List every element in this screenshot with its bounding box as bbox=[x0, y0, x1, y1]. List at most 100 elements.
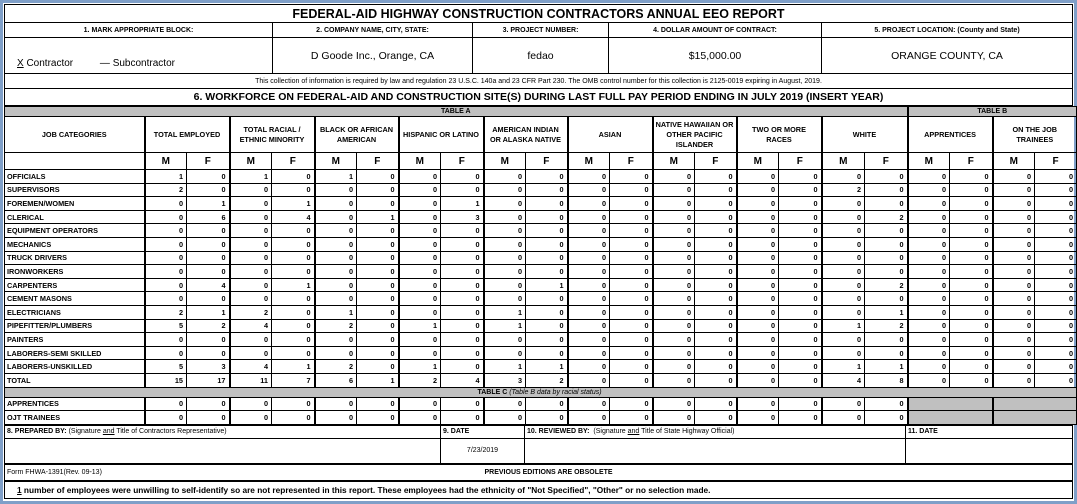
count-cell[interactable]: 0 bbox=[1034, 236, 1077, 252]
count-cell[interactable]: 0 bbox=[906, 318, 951, 334]
location-value[interactable]: ORANGE COUNTY, CA bbox=[821, 37, 1073, 74]
count-cell[interactable]: 0 bbox=[143, 264, 187, 279]
count-cell[interactable]: 0 bbox=[820, 236, 865, 252]
count-cell[interactable]: 15 bbox=[143, 372, 187, 388]
count-cell[interactable]: 0 bbox=[525, 250, 568, 266]
count-cell[interactable]: 0 bbox=[694, 396, 737, 412]
count-cell[interactable]: 0 bbox=[906, 359, 951, 374]
count-cell[interactable]: 0 bbox=[906, 372, 951, 388]
count-cell[interactable]: 0 bbox=[991, 209, 1036, 225]
count-cell[interactable]: 0 bbox=[1034, 304, 1077, 320]
count-cell[interactable]: 0 bbox=[186, 410, 230, 425]
count-cell[interactable]: 1 bbox=[525, 277, 568, 293]
count-cell[interactable]: 11 bbox=[228, 372, 272, 388]
count-cell[interactable]: 0 bbox=[609, 332, 653, 347]
count-cell[interactable]: 0 bbox=[735, 223, 779, 238]
count-cell[interactable]: 0 bbox=[820, 332, 865, 347]
count-cell[interactable]: 0 bbox=[949, 182, 994, 198]
count-cell[interactable]: 0 bbox=[271, 345, 315, 361]
count-cell[interactable]: 0 bbox=[609, 236, 653, 252]
count-cell[interactable]: 0 bbox=[1034, 332, 1077, 347]
count-cell[interactable]: 0 bbox=[397, 332, 441, 347]
count-cell[interactable]: 0 bbox=[863, 182, 909, 198]
count-cell[interactable]: 0 bbox=[949, 345, 994, 361]
count-cell[interactable]: 0 bbox=[735, 277, 779, 293]
count-cell[interactable]: 2 bbox=[186, 318, 230, 334]
count-cell[interactable]: 0 bbox=[651, 264, 695, 279]
count-cell[interactable]: 0 bbox=[271, 182, 315, 198]
count-cell[interactable]: 0 bbox=[271, 304, 315, 320]
count-cell[interactable]: 0 bbox=[991, 250, 1036, 266]
count-cell[interactable]: 2 bbox=[863, 277, 909, 293]
count-cell[interactable]: 0 bbox=[651, 332, 695, 347]
count-cell[interactable]: 0 bbox=[863, 169, 909, 184]
count-cell[interactable]: 0 bbox=[482, 196, 526, 211]
count-cell[interactable]: 0 bbox=[1034, 291, 1077, 306]
count-cell[interactable]: 0 bbox=[143, 345, 187, 361]
count-cell[interactable]: 1 bbox=[271, 277, 315, 293]
count-cell[interactable]: 0 bbox=[228, 223, 272, 238]
count-cell[interactable]: 0 bbox=[566, 223, 610, 238]
count-cell[interactable]: 0 bbox=[440, 250, 484, 266]
count-cell[interactable]: 0 bbox=[271, 169, 315, 184]
count-cell[interactable]: 0 bbox=[991, 169, 1036, 184]
count-cell[interactable]: 0 bbox=[186, 236, 230, 252]
count-cell[interactable]: 0 bbox=[949, 223, 994, 238]
count-cell[interactable]: 1 bbox=[863, 304, 909, 320]
count-cell[interactable]: 0 bbox=[566, 236, 610, 252]
count-cell[interactable]: 0 bbox=[1034, 223, 1077, 238]
count-cell[interactable]: 0 bbox=[735, 372, 779, 388]
company-value[interactable]: D Goode Inc., Orange, CA bbox=[272, 37, 473, 74]
count-cell[interactable]: 0 bbox=[609, 318, 653, 334]
count-cell[interactable]: 0 bbox=[313, 410, 357, 425]
count-cell[interactable]: 0 bbox=[356, 223, 399, 238]
count-cell[interactable]: 0 bbox=[313, 236, 357, 252]
count-cell[interactable]: 0 bbox=[778, 169, 822, 184]
count-cell[interactable]: 0 bbox=[735, 264, 779, 279]
count-cell[interactable]: 0 bbox=[906, 223, 951, 238]
count-cell[interactable]: 0 bbox=[228, 345, 272, 361]
count-cell[interactable]: 0 bbox=[991, 372, 1036, 388]
count-cell[interactable]: 0 bbox=[525, 332, 568, 347]
count-cell[interactable]: 0 bbox=[525, 318, 568, 334]
count-cell[interactable]: 2 bbox=[863, 209, 909, 225]
count-cell[interactable]: 0 bbox=[778, 223, 822, 238]
count-cell[interactable]: 1 bbox=[186, 196, 230, 211]
count-cell[interactable]: 0 bbox=[651, 223, 695, 238]
count-cell[interactable]: 0 bbox=[735, 236, 779, 252]
count-cell[interactable]: 0 bbox=[482, 291, 526, 306]
count-cell[interactable]: 0 bbox=[143, 209, 187, 225]
count-cell[interactable]: 0 bbox=[906, 332, 951, 347]
count-cell[interactable]: 0 bbox=[525, 396, 568, 412]
count-cell[interactable]: 0 bbox=[651, 182, 695, 198]
count-cell[interactable]: 0 bbox=[228, 250, 272, 266]
count-cell[interactable]: 0 bbox=[440, 264, 484, 279]
count-cell[interactable]: 0 bbox=[820, 410, 865, 425]
count-cell[interactable]: 1 bbox=[271, 359, 315, 374]
prepared-by-field[interactable] bbox=[4, 437, 441, 464]
count-cell[interactable]: 0 bbox=[143, 396, 187, 412]
count-cell[interactable]: 0 bbox=[313, 291, 357, 306]
count-cell[interactable]: 1 bbox=[397, 359, 441, 374]
count-cell[interactable]: 0 bbox=[820, 396, 865, 412]
count-cell[interactable]: 0 bbox=[1034, 277, 1077, 293]
count-cell[interactable]: 0 bbox=[313, 209, 357, 225]
count-cell[interactable]: 0 bbox=[820, 196, 865, 211]
count-cell[interactable]: 6 bbox=[313, 372, 357, 388]
count-cell[interactable]: 0 bbox=[525, 264, 568, 279]
count-cell[interactable]: 0 bbox=[651, 209, 695, 225]
count-cell[interactable]: 2 bbox=[863, 318, 909, 334]
count-cell[interactable]: 0 bbox=[735, 291, 779, 306]
count-cell[interactable]: 0 bbox=[778, 410, 822, 425]
count-cell[interactable]: 1 bbox=[186, 304, 230, 320]
count-cell[interactable]: 0 bbox=[313, 396, 357, 412]
count-cell[interactable]: 0 bbox=[482, 396, 526, 412]
count-cell[interactable]: 0 bbox=[820, 304, 865, 320]
count-cell[interactable]: 0 bbox=[609, 359, 653, 374]
count-cell[interactable]: 3 bbox=[482, 372, 526, 388]
count-cell[interactable]: 0 bbox=[525, 196, 568, 211]
count-cell[interactable]: 1 bbox=[440, 196, 484, 211]
count-cell[interactable]: 0 bbox=[609, 304, 653, 320]
count-cell[interactable]: 0 bbox=[609, 410, 653, 425]
count-cell[interactable]: 0 bbox=[186, 169, 230, 184]
